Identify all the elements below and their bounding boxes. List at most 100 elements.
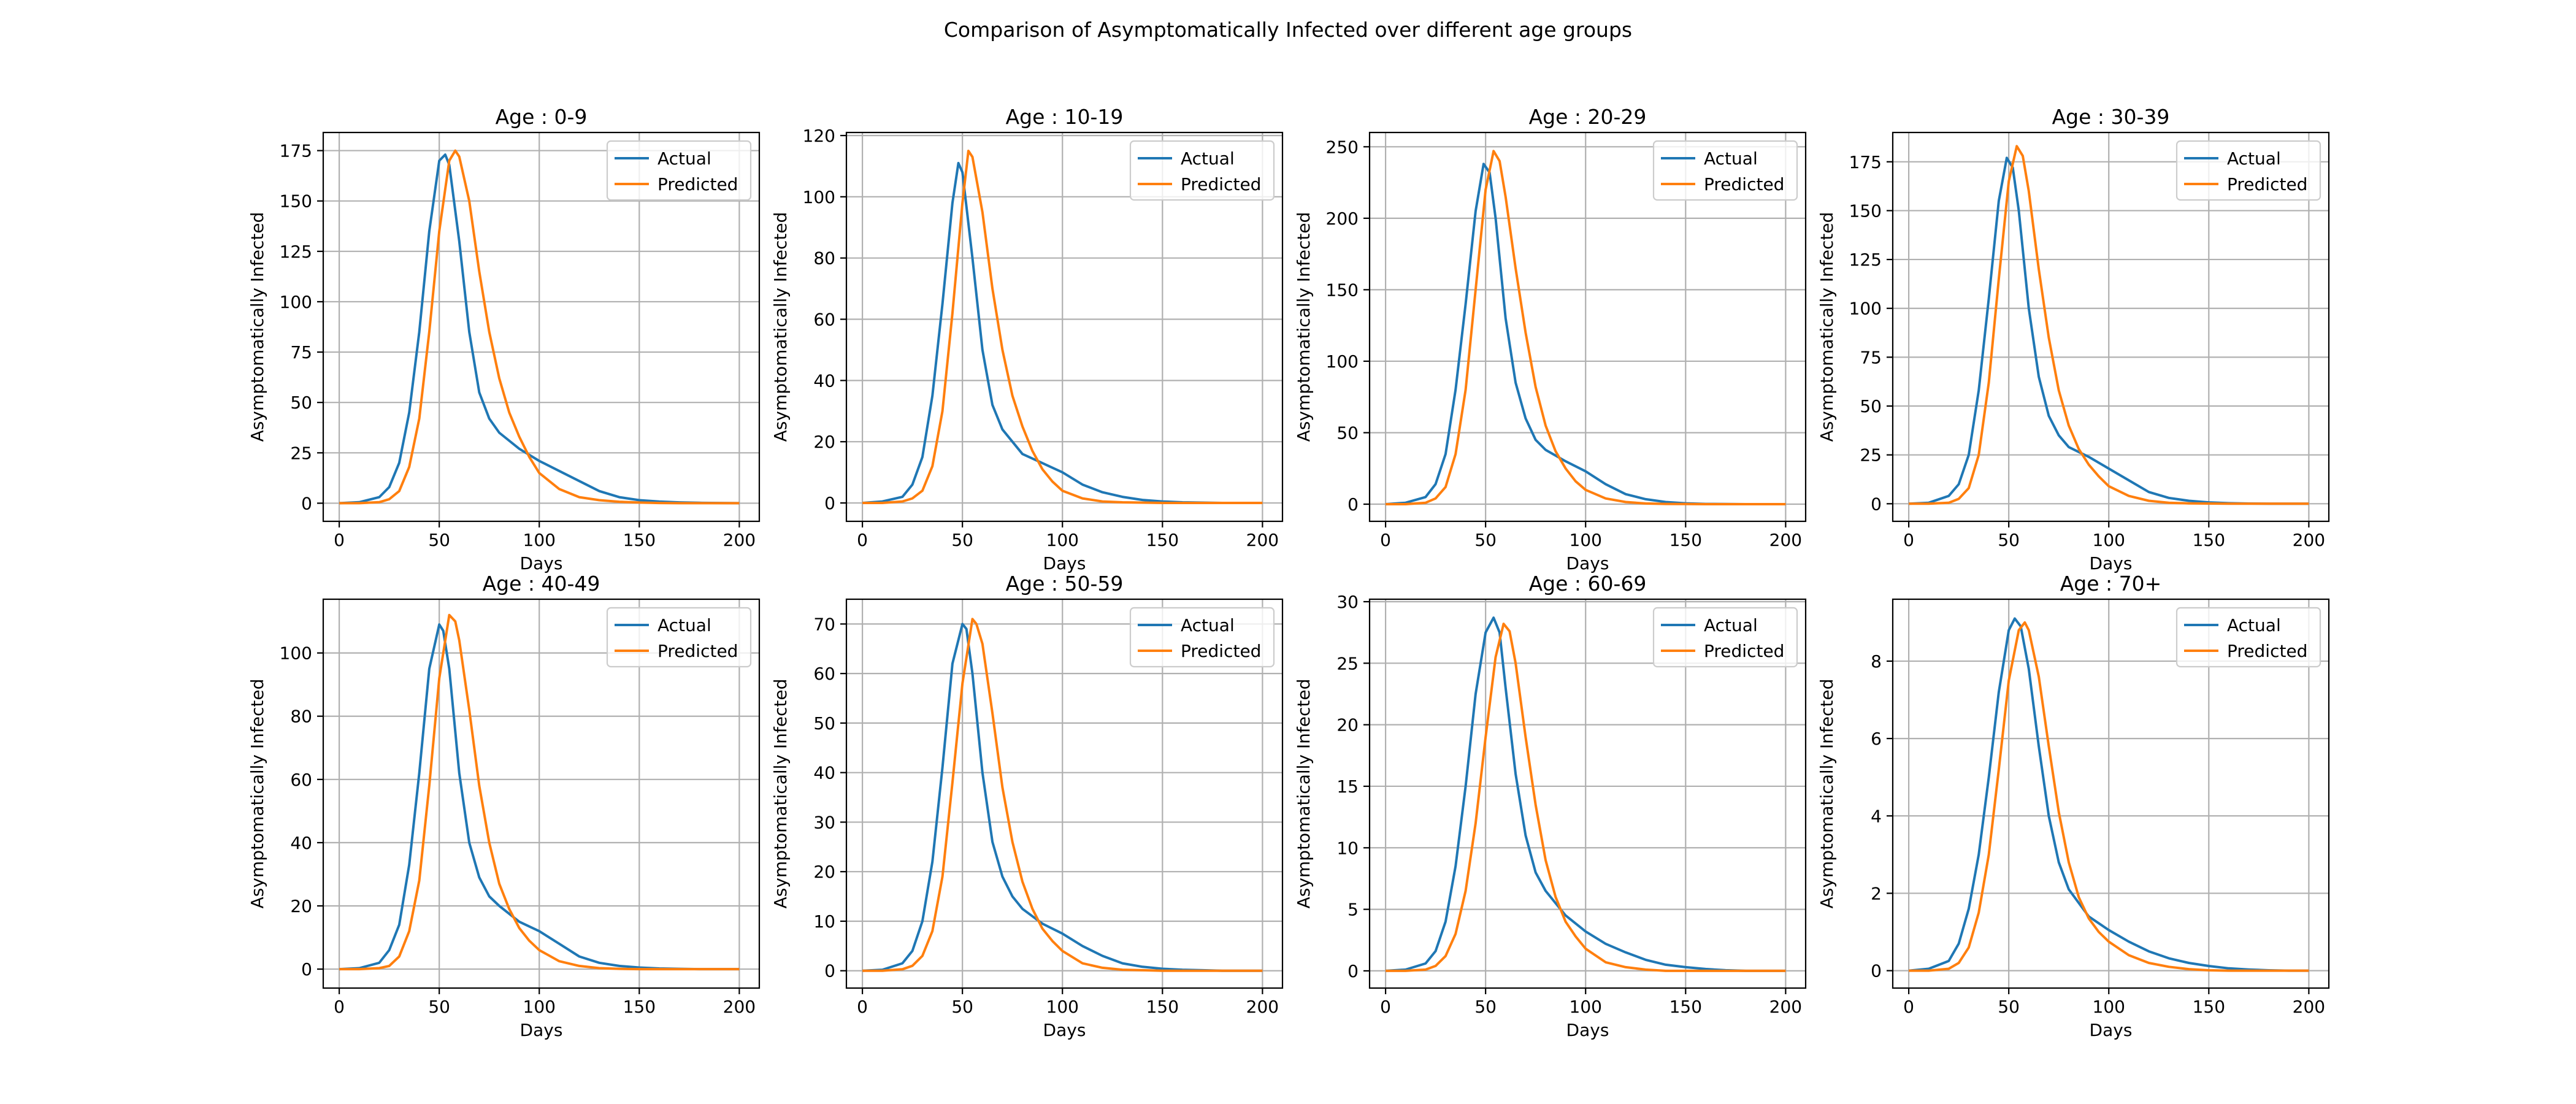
- series-line-actual: [339, 153, 740, 505]
- x-tick-label: 150: [2193, 997, 2225, 1017]
- y-tick-label: 100: [1326, 351, 1359, 372]
- subplot-title: Age : 60-69: [1529, 572, 1647, 596]
- series-line-predicted: [1909, 621, 2309, 972]
- x-tick-label: 150: [623, 997, 656, 1017]
- y-tick-label: 2: [1871, 883, 1882, 903]
- x-tick-label: 100: [1046, 997, 1079, 1017]
- legend-label: Predicted: [657, 174, 738, 194]
- legend-label: Actual: [2227, 615, 2281, 635]
- x-tick-label: 50: [1474, 997, 1497, 1017]
- legend-label: Predicted: [2227, 641, 2307, 661]
- x-tick-label: 150: [1146, 997, 1179, 1017]
- y-tick-label: 10: [813, 911, 835, 932]
- subplot-7: 0 50 100 150 200 0 5 10 15 20 25 30 Age : 60-69 Days A…: [1294, 572, 1807, 1040]
- y-tick-label: 30: [1336, 592, 1359, 612]
- legend-label: Predicted: [2227, 174, 2307, 194]
- y-tick-label: 60: [813, 310, 835, 330]
- figure-title: Comparison of Asymptomatically Infected …: [944, 18, 1632, 42]
- y-tick-label: 150: [1326, 280, 1359, 300]
- x-tick-label: 100: [1570, 530, 1602, 550]
- series-line-predicted: [339, 613, 740, 971]
- subplot-2: 0 50 100 150 200 0 20 40 60 80 100 120 Age : 10-19 Da…: [770, 105, 1284, 573]
- subplot-5: 0 50 100 150 200 0 20 40 60 80 100 Age : 40-49 Days A…: [247, 572, 761, 1040]
- plot-frame: [845, 598, 1284, 989]
- x-tick-label: 50: [1998, 997, 2020, 1017]
- subplot-1: 0 50 100 150 200 0 25 50 75 100 125 150 175 Age : 0-9…: [247, 105, 761, 573]
- series-line-predicted: [1386, 623, 1786, 972]
- x-tick-label: 150: [2193, 530, 2225, 550]
- x-axis-label: Days: [1043, 1020, 1086, 1040]
- legend-label: Actual: [2227, 148, 2281, 169]
- y-tick-label: 80: [290, 707, 312, 727]
- y-axis-label: Asymptomatically Infected: [247, 679, 267, 909]
- x-tick-label: 200: [1246, 997, 1279, 1017]
- y-tick-label: 100: [280, 292, 312, 312]
- legend-label: Actual: [1704, 148, 1758, 169]
- y-axis-label: Asymptomatically Infected: [1817, 212, 1837, 442]
- x-tick-label: 100: [523, 530, 556, 550]
- y-tick-label: 0: [1347, 494, 1359, 515]
- subplot-title: Age : 40-49: [483, 572, 600, 596]
- y-tick-label: 100: [1849, 299, 1882, 319]
- y-tick-label: 150: [280, 191, 312, 212]
- series-line-actual: [1908, 617, 2309, 972]
- y-tick-label: 5: [1347, 900, 1359, 920]
- x-tick-label: 150: [1669, 997, 1702, 1017]
- x-tick-label: 50: [1474, 530, 1497, 550]
- x-tick-label: 0: [334, 530, 345, 550]
- x-tick-label: 100: [2093, 530, 2125, 550]
- y-tick-label: 250: [1326, 137, 1359, 157]
- series-line-predicted: [862, 618, 1263, 972]
- subplot-title: Age : 10-19: [1006, 105, 1124, 129]
- y-tick-label: 200: [1326, 209, 1359, 229]
- x-tick-label: 50: [951, 997, 973, 1017]
- legend-label: Predicted: [1181, 641, 1261, 661]
- x-tick-label: 200: [1769, 997, 1802, 1017]
- y-tick-label: 50: [290, 393, 312, 413]
- legend: Actual Predicted: [2175, 607, 2321, 668]
- y-axis-label: Asymptomatically Infected: [770, 679, 791, 909]
- x-tick-label: 200: [2293, 530, 2325, 550]
- legend-label: Predicted: [1704, 641, 1784, 661]
- y-tick-label: 25: [1860, 445, 1882, 466]
- y-tick-label: 175: [280, 141, 312, 161]
- y-axis-label: Asymptomatically Infected: [770, 212, 791, 442]
- y-tick-label: 60: [290, 770, 312, 790]
- y-tick-label: 0: [1871, 961, 1882, 981]
- legend: Actual Predicted: [606, 140, 752, 201]
- series-line-actual: [1385, 616, 1786, 972]
- y-tick-label: 50: [1336, 423, 1359, 443]
- x-tick-label: 0: [1380, 997, 1391, 1017]
- legend-label: Actual: [1704, 615, 1758, 635]
- y-tick-label: 20: [1336, 715, 1359, 735]
- y-tick-label: 40: [813, 370, 835, 391]
- legend: Actual Predicted: [1129, 607, 1275, 668]
- y-tick-label: 0: [824, 493, 835, 513]
- x-axis-label: Days: [2090, 1020, 2133, 1040]
- y-tick-label: 15: [1336, 776, 1359, 797]
- legend: Actual Predicted: [1652, 140, 1798, 201]
- x-tick-label: 50: [428, 997, 450, 1017]
- series-line-actual: [862, 623, 1263, 972]
- x-tick-label: 200: [723, 530, 756, 550]
- plot-frame: [1368, 598, 1807, 989]
- x-tick-label: 0: [334, 997, 345, 1017]
- y-tick-label: 80: [813, 248, 835, 269]
- legend-label: Actual: [657, 615, 711, 635]
- y-tick-label: 20: [813, 862, 835, 882]
- y-tick-label: 0: [301, 959, 312, 979]
- y-tick-label: 50: [813, 713, 835, 734]
- y-tick-label: 125: [1849, 250, 1882, 270]
- y-tick-label: 100: [280, 643, 312, 664]
- y-tick-label: 40: [290, 833, 312, 853]
- x-tick-label: 100: [1046, 530, 1079, 550]
- subplot-title: Age : 0-9: [496, 105, 588, 129]
- x-tick-label: 0: [857, 530, 868, 550]
- legend: Actual Predicted: [606, 607, 752, 668]
- y-tick-label: 60: [813, 664, 835, 684]
- x-tick-label: 200: [723, 997, 756, 1017]
- x-tick-label: 200: [2293, 997, 2325, 1017]
- y-tick-label: 175: [1849, 152, 1882, 172]
